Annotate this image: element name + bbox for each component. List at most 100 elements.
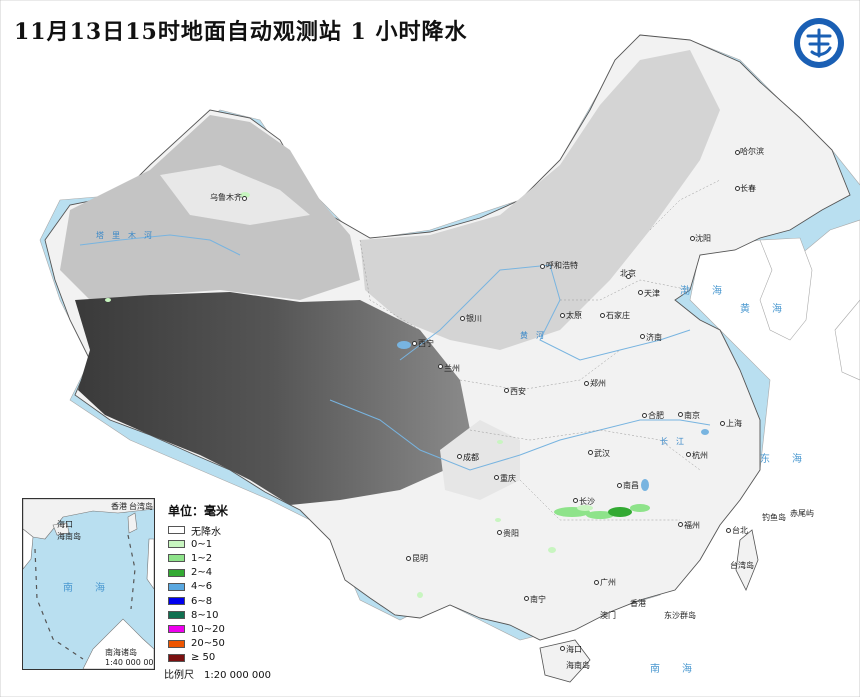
- city-dot: [504, 388, 509, 393]
- city-label: 成都: [463, 453, 479, 462]
- city-dot: [540, 264, 545, 269]
- sea-label: 南 海: [650, 664, 698, 675]
- sea-label: 渤 海: [680, 286, 728, 297]
- taiwan-island: [735, 529, 759, 591]
- sea-label: 黄 海: [740, 304, 788, 315]
- legend-label: 10~20: [191, 623, 225, 635]
- river-label: 黄 河: [520, 331, 544, 340]
- legend-item: 20~50: [168, 637, 278, 651]
- legend-swatch: [168, 554, 185, 563]
- map-scale: 比例尺 1:20 000 000: [164, 670, 271, 681]
- city-dot: [524, 596, 529, 601]
- japan: [834, 299, 860, 381]
- city-label: 赤尾屿: [790, 509, 814, 518]
- legend-item: 6~8: [168, 594, 278, 608]
- city-label: 西安: [510, 387, 526, 396]
- city-label: 银川: [466, 314, 482, 323]
- city-dot: [640, 334, 645, 339]
- city-label: 海口: [566, 645, 582, 654]
- legend-label: 6~8: [191, 595, 213, 607]
- legend-swatch: [168, 653, 185, 662]
- legend-item: 无降水: [168, 523, 278, 538]
- city-dot: [678, 412, 683, 417]
- tarim-river: [79, 234, 241, 256]
- korea: [759, 237, 813, 341]
- city-label: 郑州: [590, 379, 606, 388]
- city-dot: [242, 196, 247, 201]
- rain-patch: [586, 511, 614, 519]
- city-label: 乌鲁木齐: [210, 193, 242, 202]
- inset-label: 海口: [57, 520, 73, 529]
- rain-patch: [417, 592, 423, 598]
- city-label: 南京: [684, 411, 700, 420]
- city-label: 台北: [732, 526, 748, 535]
- city-label: 重庆: [500, 474, 516, 483]
- taihu-lake: [701, 429, 709, 435]
- city-label: 北京: [620, 268, 636, 279]
- legend-swatch: [168, 582, 185, 591]
- city-label: 济南: [646, 333, 662, 342]
- south-china-sea-inset: 香港 台湾岛 海口 海南岛 南 海 南海诸岛 1:40 000 000: [22, 498, 155, 670]
- legend: 单位：毫米 无降水 0~1 1~2 2~4 4~6 6~8 8~10 10~20 20~50 ≥ …: [168, 502, 278, 665]
- city-dot: [494, 475, 499, 480]
- inset-label: 台湾岛: [129, 502, 153, 511]
- legend-label: ≥ 50: [191, 652, 216, 664]
- city-dot: [560, 646, 565, 651]
- city-dot: [497, 530, 502, 535]
- inset-title: 南海诸岛: [105, 648, 137, 657]
- rain-patch: [495, 518, 501, 522]
- province-borders: [359, 179, 721, 521]
- rain-patch: [497, 440, 503, 444]
- city-label: 广州: [600, 578, 616, 587]
- rain-patch: [630, 504, 650, 512]
- city-dot: [594, 580, 599, 585]
- city-dot: [642, 413, 647, 418]
- city-label: 南昌: [623, 481, 639, 490]
- city-label: 武汉: [594, 449, 610, 458]
- city-label: 合肥: [648, 411, 664, 420]
- city-label: 东沙群岛: [664, 611, 696, 620]
- city-label: 长沙: [579, 497, 595, 506]
- city-dot: [690, 236, 695, 241]
- city-dot: [438, 364, 443, 369]
- city-label: 南宁: [530, 595, 546, 604]
- north-terrain: [360, 50, 720, 350]
- hainan-island: [539, 639, 591, 683]
- legend-label: 1~2: [191, 552, 213, 564]
- city-label: 贵阳: [503, 529, 519, 538]
- legend-label: 20~50: [191, 638, 225, 650]
- rain-patch: [608, 507, 632, 517]
- legend-swatch: [168, 526, 185, 535]
- city-dot: [720, 421, 725, 426]
- river-label: 长 江: [660, 437, 684, 446]
- legend-swatch: [168, 611, 185, 620]
- city-label: 石家庄: [606, 311, 630, 320]
- legend-label: 4~6: [191, 581, 213, 593]
- tibet-terrain: [75, 292, 470, 505]
- rain-patch: [105, 298, 111, 302]
- city-dot: [457, 454, 462, 459]
- city-label: 沈阳: [695, 234, 711, 243]
- legend-swatch: [168, 540, 185, 549]
- river-label: 塔 里 木 河: [96, 231, 152, 240]
- city-dot: [406, 556, 411, 561]
- city-label: 太原: [566, 311, 582, 320]
- sea-label: 东 海: [760, 454, 808, 465]
- legend-item: 0~1: [168, 537, 278, 551]
- city-label: 香港: [630, 599, 646, 608]
- inset-scale: 1:40 000 000: [105, 658, 155, 667]
- city-label: 呼和浩特: [546, 261, 578, 270]
- city-label: 兰州: [444, 364, 460, 373]
- legend-item: 2~4: [168, 566, 278, 580]
- city-label: 哈尔滨: [740, 147, 764, 156]
- city-dot: [460, 316, 465, 321]
- legend-item: 8~10: [168, 608, 278, 622]
- legend-swatch: [168, 639, 185, 648]
- city-label: 杭州: [692, 451, 708, 460]
- legend-swatch: [168, 568, 185, 577]
- city-label: 澳门: [600, 611, 616, 620]
- legend-swatch: [168, 625, 185, 634]
- city-dot: [560, 313, 565, 318]
- city-label: 海南岛: [566, 661, 590, 670]
- legend-title: 单位：毫米: [168, 504, 229, 518]
